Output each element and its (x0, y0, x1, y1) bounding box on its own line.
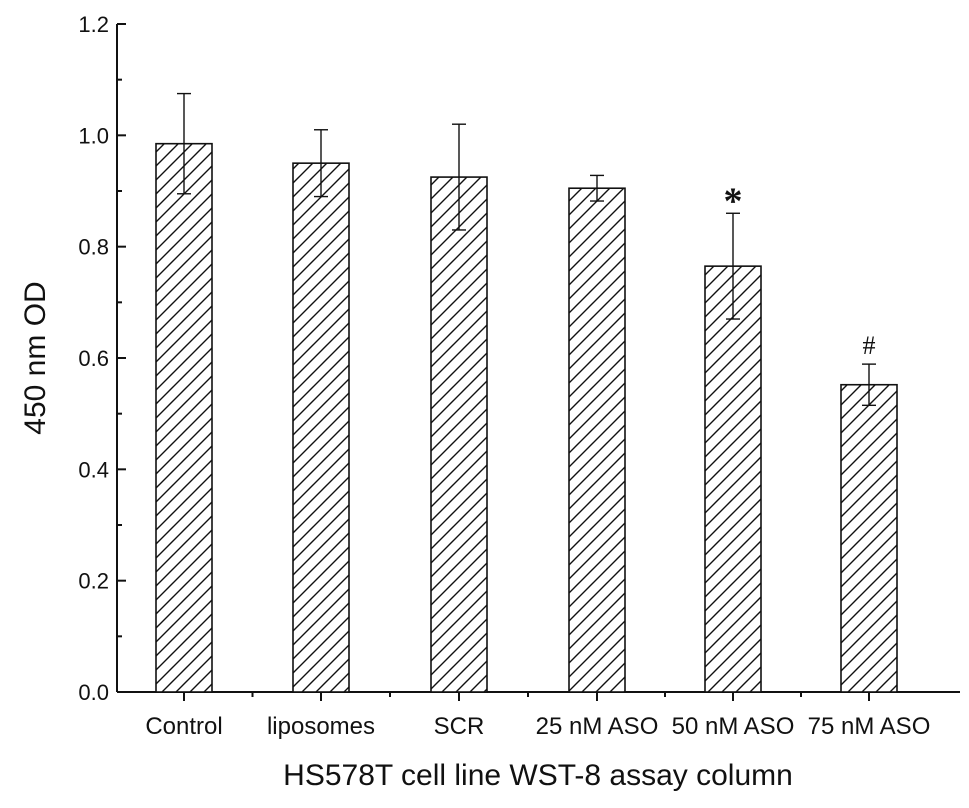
significance-marker: * (724, 180, 743, 222)
axes (116, 23, 960, 701)
x-tick-label: 25 nM ASO (536, 713, 659, 740)
labels: 0.0 0.2 0.4 0.6 0.8 1.0 1.2 Control liposomes SCR… (78, 12, 930, 740)
y-tick-label: 0.2 (78, 569, 109, 594)
bar (292, 162, 350, 693)
x-tick-label: liposomes (267, 713, 375, 740)
y-tick-label: 1.2 (78, 12, 109, 37)
x-tick-label: SCR (434, 713, 485, 740)
x-tick-label: 50 nM ASO (672, 713, 795, 740)
x-tick-label: Control (145, 713, 222, 740)
bar (840, 383, 898, 693)
x-tick-label: 75 nM ASO (808, 713, 931, 740)
x-axis-title: HS578T cell line WST-8 assay column (283, 759, 793, 792)
y-tick-label: 0.0 (78, 680, 109, 705)
bar (704, 265, 762, 693)
y-tick-label: 0.6 (78, 346, 109, 371)
y-tick-label: 0.8 (78, 235, 109, 260)
bars (155, 92, 898, 693)
y-tick-label: 1.0 (78, 123, 109, 148)
y-tick-label: 0.4 (78, 457, 109, 482)
significance-marker: # (863, 331, 876, 360)
bar (155, 142, 213, 693)
y-axis-title: 450 nm OD (19, 281, 52, 434)
bar (568, 187, 626, 693)
bar (430, 176, 488, 693)
